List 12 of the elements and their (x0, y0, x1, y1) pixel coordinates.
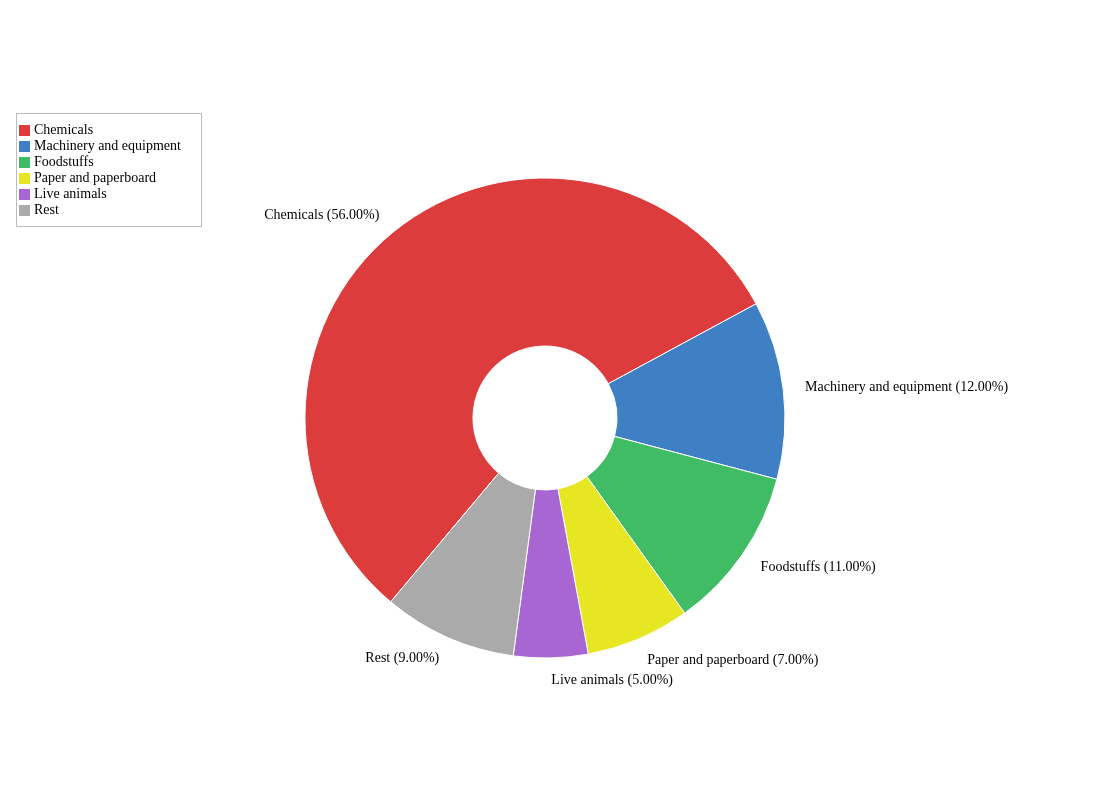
category-label: Paper and paperboard (7.00%) (647, 651, 819, 667)
category-label: Foodstuffs (11.00%) (760, 559, 876, 575)
legend-label: Foodstuffs (34, 154, 94, 169)
category-label: Chemicals (56.00%) (264, 207, 380, 223)
legend-label: Machinery and equipment (34, 138, 181, 153)
category-label: Machinery and equipment (12.00%) (805, 379, 1009, 395)
legend-label: Live animals (34, 186, 107, 201)
category-label: Rest (9.00%) (365, 650, 440, 666)
legend-label: Paper and paperboard (34, 170, 157, 185)
category-label: Live animals (5.00%) (551, 672, 674, 688)
legend-label: Chemicals (34, 122, 94, 137)
legend-label: Rest (34, 202, 59, 217)
